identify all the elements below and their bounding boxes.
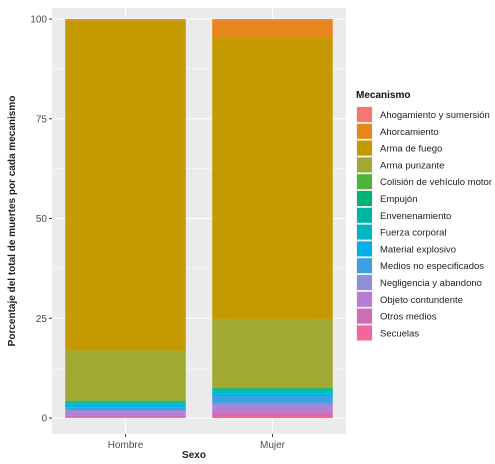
legend-label-material-explosivo: Material explosivo bbox=[380, 244, 456, 255]
legend-swatch-medios-no-especificados bbox=[357, 258, 372, 274]
bar-segment-objeto-contundente-hombre bbox=[65, 411, 186, 416]
x-tick-label: Mujer bbox=[260, 440, 286, 451]
bar-segment-secuelas-hombre bbox=[65, 417, 186, 418]
legend-swatch-material-explosivo bbox=[357, 241, 372, 257]
bar-segment-secuelas-mujer bbox=[212, 416, 333, 418]
bar-segment-medios-no-especificados-mujer bbox=[212, 396, 333, 404]
bar-segment-colision-de-vehiculo-motor-hombre bbox=[65, 400, 186, 402]
x-axis: Hombre Mujer bbox=[108, 434, 286, 451]
y-tick-label: 75 bbox=[36, 114, 48, 125]
bar-segment-envenenamiento-mujer bbox=[212, 389, 333, 392]
bar-segment-objeto-contundente-mujer bbox=[212, 406, 333, 413]
legend-swatch-fuerza-corporal bbox=[357, 224, 372, 240]
bar-segment-material-explosivo-mujer bbox=[212, 393, 333, 397]
legend-swatch-envenenamiento bbox=[357, 207, 372, 223]
bar-segment-ahogamiento-y-sumersion-mujer bbox=[212, 19, 333, 21]
legend-label-otros-medios: Otros medios bbox=[380, 312, 437, 323]
y-axis-title: Porcentaje del total de muertes por cada… bbox=[7, 96, 18, 347]
bar-segment-arma-de-fuego-hombre bbox=[65, 20, 186, 351]
legend-swatch-secuelas bbox=[357, 325, 372, 341]
legend-label-envenenamiento: Envenenamiento bbox=[380, 211, 451, 222]
x-axis-title: Sexo bbox=[182, 450, 206, 461]
legend-label-medios-no-especificados: Medios no especificados bbox=[380, 261, 484, 272]
y-tick-label: 0 bbox=[41, 414, 47, 425]
legend-label-empujon: Empujón bbox=[380, 194, 418, 205]
legend-swatch-ahorcamiento bbox=[357, 123, 372, 139]
legend-label-colision-de-vehiculo-motor: Colisión de vehículo motor bbox=[380, 177, 492, 188]
legend-label-arma-de-fuego: Arma de fuego bbox=[380, 144, 442, 155]
bar-segment-fuerza-corporal-hombre bbox=[65, 403, 186, 405]
bar-segment-otros-medios-mujer bbox=[212, 412, 333, 417]
legend-label-ahogamiento-y-sumersion: Ahogamiento y sumersión bbox=[380, 110, 490, 121]
bar-segment-negligencia-y-abandono-hombre bbox=[65, 410, 186, 412]
y-axis: 0 25 50 75 100 bbox=[30, 15, 52, 425]
legend-swatch-empujon bbox=[357, 191, 372, 206]
bar-segment-empujon-hombre bbox=[65, 401, 186, 403]
bar-segment-medios-no-especificados-hombre bbox=[65, 407, 186, 411]
bar-segment-colision-de-vehiculo-motor-mujer bbox=[212, 387, 333, 389]
bar-segment-negligencia-y-abandono-mujer bbox=[212, 403, 333, 407]
bar-segment-arma-punzante-mujer bbox=[212, 319, 333, 388]
legend-swatch-ahogamiento-y-sumersion bbox=[357, 107, 372, 122]
legend-label-ahorcamiento: Ahorcamiento bbox=[380, 127, 439, 138]
y-tick-label: 100 bbox=[30, 15, 47, 26]
legend: Mecanismo Ahogamiento y sumersión Ahorcam… bbox=[356, 90, 492, 342]
bar-segment-material-explosivo-hombre bbox=[65, 404, 186, 408]
legend-label-objeto-contundente: Objeto contundente bbox=[380, 295, 463, 306]
legend-swatch-arma-punzante bbox=[357, 157, 372, 173]
legend-swatch-otros-medios bbox=[357, 308, 372, 324]
bar-segment-arma-de-fuego-mujer bbox=[212, 36, 333, 320]
y-tick-label: 25 bbox=[36, 314, 48, 325]
x-tick-label: Hombre bbox=[108, 440, 144, 451]
legend-label-arma-punzante: Arma punzante bbox=[380, 160, 444, 171]
bar-segment-envenenamiento-hombre bbox=[65, 402, 186, 404]
legend-label-negligencia-y-abandono: Negligencia y abandono bbox=[380, 278, 482, 289]
legend-swatch-negligencia-y-abandono bbox=[357, 275, 372, 290]
bar-segment-arma-punzante-hombre bbox=[65, 350, 186, 401]
legend-swatch-objeto-contundente bbox=[357, 291, 372, 307]
bar-segment-fuerza-corporal-mujer bbox=[212, 391, 333, 394]
bar-segment-otros-medios-hombre bbox=[65, 415, 186, 418]
legend-label-fuerza-corporal: Fuerza corporal bbox=[380, 228, 447, 239]
legend-swatch-colision-de-vehiculo-motor bbox=[357, 174, 372, 190]
bar-segment-empujon-mujer bbox=[212, 388, 333, 390]
legend-label-secuelas: Secuelas bbox=[380, 328, 419, 339]
bar-segment-ahogamiento-y-sumersion-hombre bbox=[65, 19, 186, 21]
bar-segment-ahorcamiento-mujer bbox=[212, 20, 333, 37]
legend-swatch-arma-de-fuego bbox=[357, 140, 372, 156]
bars bbox=[65, 19, 333, 418]
y-tick-label: 50 bbox=[36, 214, 48, 225]
legend-title: Mecanismo bbox=[356, 90, 410, 101]
